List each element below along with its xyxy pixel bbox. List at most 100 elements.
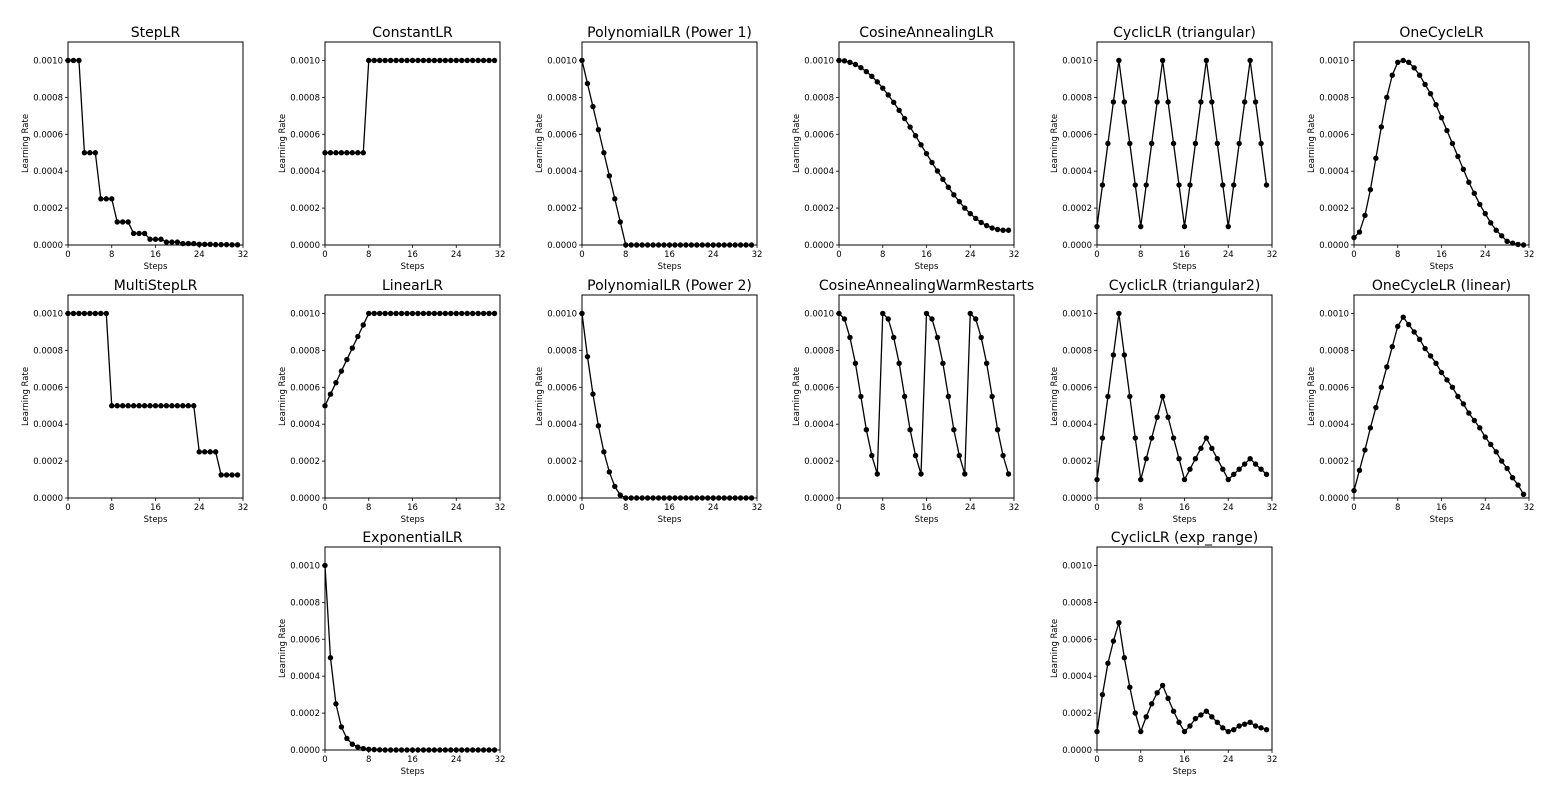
data-point	[874, 79, 880, 85]
y-tick-label: 0.0008	[290, 598, 320, 608]
data-point	[672, 242, 678, 248]
y-tick-label: 0.0008	[33, 346, 63, 356]
data-point	[1351, 234, 1357, 241]
data-point	[1471, 190, 1478, 197]
data-point	[229, 242, 235, 248]
data-point	[1400, 314, 1406, 320]
data-point	[1116, 57, 1122, 64]
y-tick-label: 0.0008	[1319, 93, 1349, 103]
data-point	[923, 310, 930, 317]
data-point	[1362, 212, 1368, 219]
y-tick-label: 0.0004	[290, 420, 320, 430]
data-point	[896, 360, 902, 366]
series-line	[325, 59, 495, 154]
data-point	[103, 310, 109, 317]
data-point	[393, 57, 399, 64]
y-tick-label: 0.0008	[1062, 93, 1092, 103]
data-point	[732, 495, 738, 501]
y-tick-label: 0.0002	[33, 204, 63, 214]
x-tick-label: 24	[451, 250, 462, 260]
y-tick-label: 0.0006	[33, 130, 63, 140]
x-tick-label: 32	[1267, 503, 1278, 513]
data-point	[994, 226, 1001, 233]
y-tick-label: 0.0004	[1062, 167, 1092, 177]
y-tick-label: 0.0010	[547, 309, 577, 319]
data-point	[1252, 461, 1259, 467]
data-point	[705, 495, 711, 501]
data-point	[387, 747, 394, 753]
x-tick-label: 16	[150, 503, 161, 513]
data-point	[376, 57, 383, 64]
data-point	[65, 57, 71, 64]
x-tick-label: 8	[623, 250, 628, 260]
x-tick-label: 24	[451, 503, 462, 513]
subplot-title: CyclicLR (triangular)	[1113, 25, 1256, 41]
data-point	[130, 403, 137, 409]
data-point	[1482, 210, 1488, 217]
data-point	[1170, 708, 1177, 714]
data-point	[1209, 714, 1215, 720]
x-tick-label: 32	[495, 755, 506, 765]
y-tick-label: 0.0000	[290, 494, 320, 504]
data-point	[1509, 240, 1516, 246]
x-tick-label: 32	[238, 250, 249, 260]
y-tick-label: 0.0000	[804, 241, 834, 251]
data-point	[371, 310, 377, 317]
data-point	[344, 735, 350, 742]
data-point	[1209, 99, 1215, 105]
data-point	[628, 495, 634, 501]
x-tick-label: 16	[1436, 503, 1447, 513]
x-tick-label: 8	[880, 503, 885, 513]
x-tick-label: 0	[579, 503, 584, 513]
y-tick-label: 0.0004	[1062, 420, 1092, 430]
data-point	[1477, 425, 1483, 431]
data-point	[1198, 445, 1204, 452]
subplot: LinearLR 0.0000 0.0002 0.0004 0.0006 0.0008 0.…	[278, 278, 505, 525]
data-point	[852, 61, 859, 68]
x-tick-label: 0	[1094, 250, 1099, 260]
x-tick-label: 32	[752, 503, 763, 513]
data-point	[1110, 99, 1117, 105]
y-tick-label: 0.0008	[1319, 346, 1349, 356]
data-point	[710, 495, 716, 501]
subplot-title: LinearLR	[382, 278, 443, 294]
data-point	[677, 242, 684, 248]
x-tick-label: 16	[1436, 250, 1447, 260]
data-point	[737, 242, 744, 248]
axes-frame	[1096, 294, 1273, 499]
data-point	[1099, 182, 1106, 188]
data-point	[459, 57, 465, 64]
y-tick-label: 0.0002	[33, 457, 63, 467]
x-tick-label: 24	[194, 250, 205, 260]
data-point	[114, 403, 120, 409]
y-axis-label: Learning Rate	[278, 619, 288, 678]
y-tick-label: 0.0000	[33, 494, 63, 504]
x-axis-label: Steps	[658, 515, 682, 525]
data-point	[1225, 223, 1231, 230]
data-point	[1466, 179, 1472, 185]
data-point	[322, 562, 328, 569]
data-point	[453, 310, 459, 317]
data-point	[885, 316, 891, 322]
data-point	[338, 368, 345, 374]
data-point	[196, 241, 202, 247]
data-point	[721, 242, 727, 248]
data-point	[87, 150, 93, 156]
data-point	[65, 310, 71, 317]
x-tick-label: 8	[880, 250, 885, 260]
y-tick-label: 0.0010	[1062, 56, 1092, 66]
y-tick-label: 0.0008	[804, 346, 834, 356]
data-point	[1378, 124, 1385, 130]
data-point	[1389, 72, 1395, 78]
data-point	[1252, 99, 1259, 105]
data-point	[152, 236, 159, 242]
data-point	[491, 310, 498, 317]
data-point	[1504, 238, 1510, 245]
data-point	[644, 242, 651, 248]
x-tick-label: 24	[708, 250, 719, 260]
y-tick-label: 0.0010	[804, 309, 834, 319]
data-point	[344, 150, 350, 156]
y-tick-label: 0.0006	[547, 130, 577, 140]
data-point	[437, 747, 443, 753]
data-point	[92, 310, 99, 317]
